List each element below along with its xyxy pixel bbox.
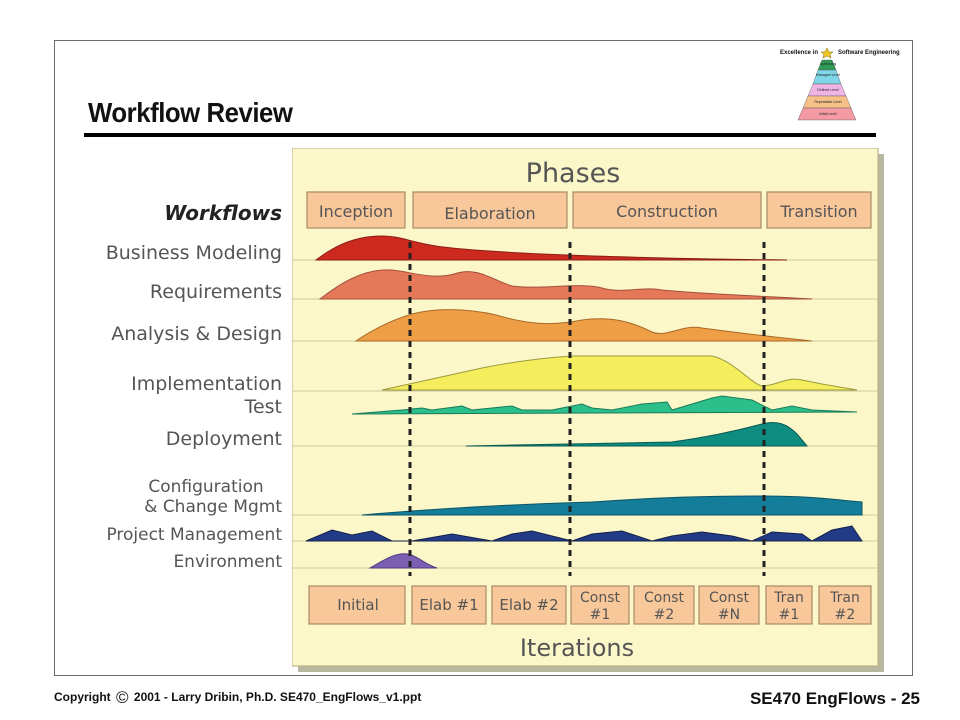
copyright-footer: Copyright © 2001 - Larry Dribin, Ph.D. S…	[54, 688, 421, 708]
workflow-analysis-design: Analysis & Design	[111, 323, 282, 345]
workflows-heading: Workflows	[164, 201, 282, 225]
phases-title: Phases	[526, 158, 621, 189]
workflow-configuration: Configuration	[148, 477, 263, 497]
slide-number-footer: SE470 EngFlows - 25	[749, 689, 920, 708]
curve-implementation	[381, 355, 858, 391]
workflow-test: Test	[244, 396, 282, 418]
curve-test	[351, 395, 858, 415]
iteration-tran-1-bottom: #1	[779, 607, 800, 623]
workflow-business-modeling: Business Modeling	[106, 242, 282, 264]
workflow-implementation: Implementation	[131, 373, 282, 395]
logo-level-4: Repeatable Level	[814, 100, 842, 104]
copyright-word: Copyright	[54, 690, 111, 704]
logo-level-3: Defined Level	[817, 88, 839, 92]
phase-inception: Inception	[319, 202, 393, 221]
curve-config-change	[361, 495, 863, 516]
phase-box-construction	[572, 191, 762, 229]
copyright-details: 2001 - Larry Dribin, Ph.D. SE470_EngFlow…	[133, 690, 422, 704]
phase-elaboration: Elaboration	[444, 204, 535, 223]
curve-analysis-design	[354, 309, 813, 342]
workflow-change-mgmt: & Change Mgmt	[144, 497, 282, 517]
iteration-const-1-top: Const	[580, 590, 621, 606]
workflow-labels: Workflows Business Modeling Requirements…	[106, 201, 283, 572]
iteration-const-1-bottom: #1	[590, 607, 611, 623]
iteration-tran-2-bottom: #2	[835, 607, 856, 623]
rup-phases-diagram: Phases Inception Elaboration Constructio…	[292, 148, 884, 672]
phase-construction: Construction	[616, 202, 718, 221]
excellence-pyramid-logo: Excellence in Software Engineering Optim…	[778, 44, 908, 124]
logo-level-2: Managed Level	[816, 73, 840, 77]
workflow-requirements: Requirements	[150, 281, 282, 303]
iteration-elab-2: Elab #2	[499, 596, 558, 614]
title-underline	[84, 133, 876, 137]
curve-deployment	[465, 421, 809, 447]
slide-frame	[54, 40, 913, 676]
logo-text-left: Excellence in	[780, 50, 819, 56]
iteration-const-2-bottom: #2	[654, 607, 675, 623]
slide-title: Workflow Review	[88, 97, 293, 128]
iteration-tran-2-top: Tran	[829, 590, 860, 606]
pyramid-icon	[797, 47, 857, 121]
curve-requirements	[318, 269, 813, 300]
copyright-icon: ©	[116, 688, 129, 707]
logo-level-1: Optimizing	[819, 62, 837, 66]
phase-boundaries	[408, 242, 766, 576]
iteration-const-2-top: Const	[644, 590, 685, 606]
iteration-boxes	[308, 585, 872, 625]
phase-box-inception	[306, 191, 406, 229]
workflow-project-management: Project Management	[106, 525, 282, 545]
iteration-initial: Initial	[337, 596, 379, 614]
phase-box-transition	[766, 191, 872, 229]
curve-project-management	[305, 525, 863, 542]
iteration-tran-1-top: Tran	[773, 590, 804, 606]
curve-environment	[368, 553, 438, 569]
workflow-deployment: Deployment	[166, 428, 282, 450]
iteration-const-n-top: Const	[709, 590, 750, 606]
iteration-elab-1: Elab #1	[419, 596, 478, 614]
logo-level-5: Initial Level	[819, 112, 837, 116]
phase-box-elaboration	[412, 191, 568, 229]
curve-business-modeling	[314, 235, 788, 261]
workflow-environment: Environment	[173, 552, 282, 572]
phase-transition: Transition	[779, 202, 857, 221]
iterations-title: Iterations	[520, 634, 634, 662]
rup-phases-svg: Phases Inception Elaboration Constructio…	[292, 148, 884, 672]
logo-text-right: Software Engineering	[838, 50, 900, 56]
iteration-const-n-bottom: #N	[718, 607, 740, 623]
